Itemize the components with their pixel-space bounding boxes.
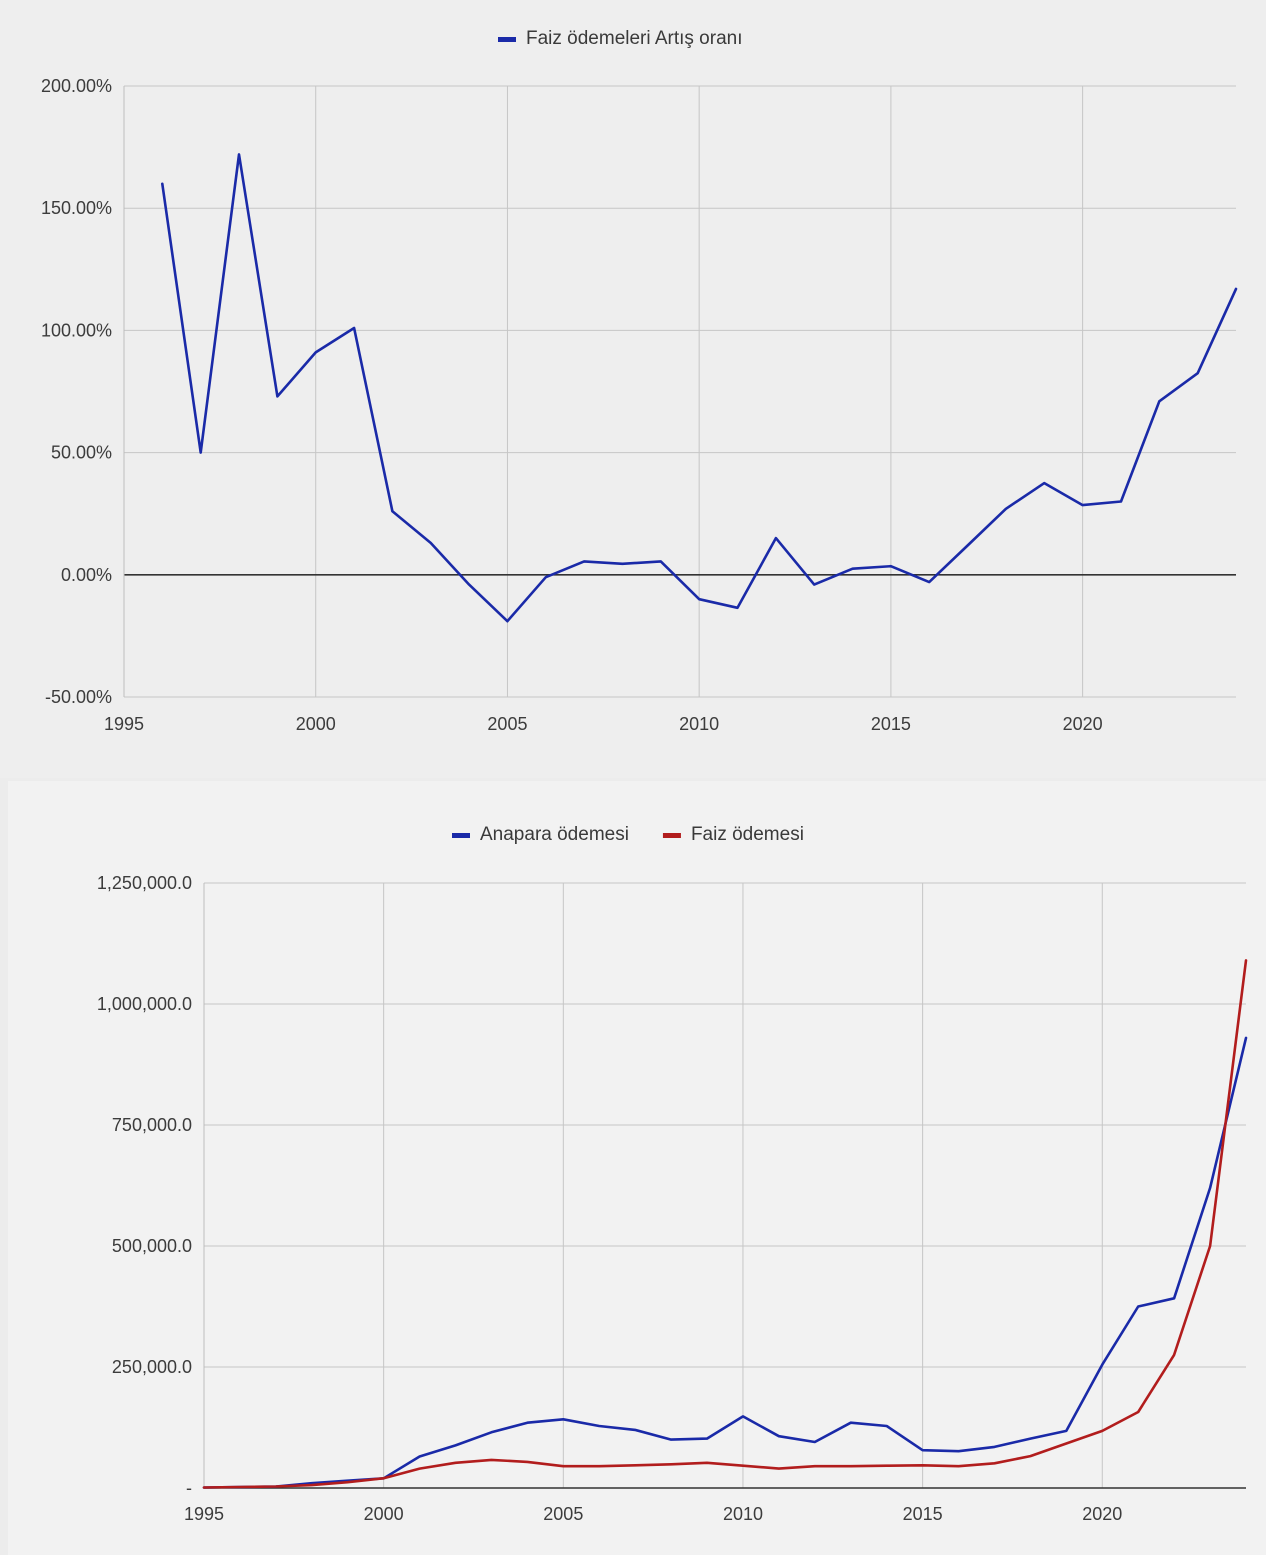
legend-label: Anapara ödemesi [480,824,629,845]
y-tick-label: 0.00% [61,565,112,585]
chart-panel-payments [8,781,1266,1555]
legend-swatch [662,833,681,838]
y-tick-label: 500,000.0 [112,1236,192,1256]
y-tick-label: 1,250,000.0 [97,873,192,893]
x-tick-label: 2010 [723,1504,763,1524]
series-line-2 [202,959,1248,1489]
y-tick-label: 150.00% [41,198,112,218]
rate-chart: -50.00% 0.00% 50.00% 100.00% 150.00% 200.00% 1… [41,28,1238,734]
x-tick-label: 2015 [903,1504,943,1524]
x-tick-label: 2020 [1082,1504,1122,1524]
legend-swatch [498,37,516,42]
x-tick-label: 1995 [104,714,144,734]
y-tick-label: -50.00% [45,687,112,707]
legend-swatch [452,833,470,838]
y-tick-label: 50.00% [51,443,112,463]
y-tick-label: 100.00% [41,320,112,340]
x-tick-label: 2010 [679,714,719,734]
series-line-1 [202,1036,1248,1489]
y-tick-label: 200.00% [41,76,112,96]
y-tick-label: 1,000,000.0 [97,994,192,1014]
x-tick-label: 2000 [364,1504,404,1524]
y-tick-label: - [186,1478,192,1498]
y-tick-label: 250,000.0 [112,1357,192,1377]
payments-chart: - 250,000.0 500,000.0 750,000.0 1,000,000.0 1… [97,824,1248,1524]
x-tick-label: 2005 [543,1504,583,1524]
legend-label: Faiz ödemesi [691,824,804,845]
legend-label: Faiz ödemeleri Artış oranı [526,28,742,49]
x-tick-label: 2000 [296,714,336,734]
chart-panel-rate [0,0,1266,778]
series-line-1 [161,153,1238,623]
x-tick-label: 2015 [871,714,911,734]
x-tick-label: 1995 [184,1504,224,1524]
x-tick-label: 2020 [1063,714,1103,734]
x-tick-label: 2005 [487,714,527,734]
y-tick-label: 750,000.0 [112,1115,192,1135]
